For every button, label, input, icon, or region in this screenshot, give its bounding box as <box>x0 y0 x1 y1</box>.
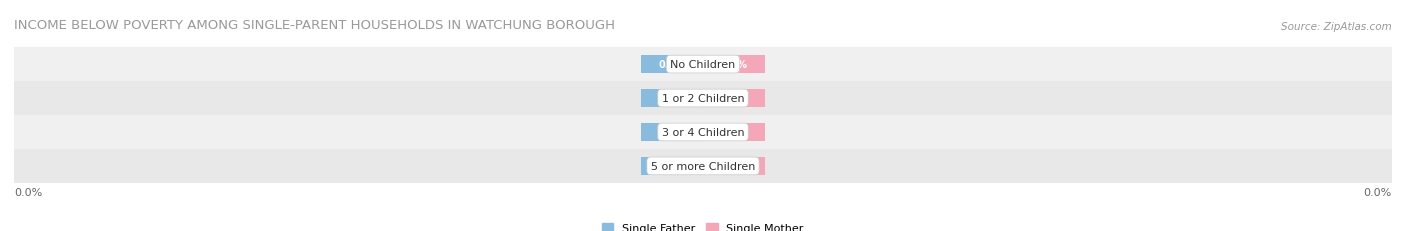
Bar <box>14 82 1392 116</box>
Bar <box>641 55 703 74</box>
Text: INCOME BELOW POVERTY AMONG SINGLE-PARENT HOUSEHOLDS IN WATCHUNG BOROUGH: INCOME BELOW POVERTY AMONG SINGLE-PARENT… <box>14 19 614 32</box>
Legend: Single Father, Single Mother: Single Father, Single Mother <box>598 218 808 231</box>
Text: 5 or more Children: 5 or more Children <box>651 161 755 171</box>
Bar <box>641 157 703 176</box>
Text: Source: ZipAtlas.com: Source: ZipAtlas.com <box>1281 22 1392 32</box>
Text: No Children: No Children <box>671 60 735 70</box>
Text: 0.0%: 0.0% <box>658 60 686 70</box>
Bar <box>703 89 765 108</box>
Text: 3 or 4 Children: 3 or 4 Children <box>662 128 744 137</box>
Text: 0.0%: 0.0% <box>14 187 42 197</box>
Bar <box>641 123 703 142</box>
Bar <box>703 123 765 142</box>
Bar <box>703 157 765 176</box>
Text: 0.0%: 0.0% <box>658 161 686 171</box>
Text: 0.0%: 0.0% <box>658 128 686 137</box>
Text: 0.0%: 0.0% <box>720 161 748 171</box>
Text: 0.0%: 0.0% <box>1364 187 1392 197</box>
Bar <box>641 89 703 108</box>
Text: 0.0%: 0.0% <box>720 94 748 103</box>
Bar <box>14 116 1392 149</box>
Bar <box>14 149 1392 183</box>
Text: 1 or 2 Children: 1 or 2 Children <box>662 94 744 103</box>
Text: 0.0%: 0.0% <box>720 128 748 137</box>
Bar <box>703 55 765 74</box>
Bar <box>14 48 1392 82</box>
Text: 0.0%: 0.0% <box>720 60 748 70</box>
Text: 0.0%: 0.0% <box>658 94 686 103</box>
